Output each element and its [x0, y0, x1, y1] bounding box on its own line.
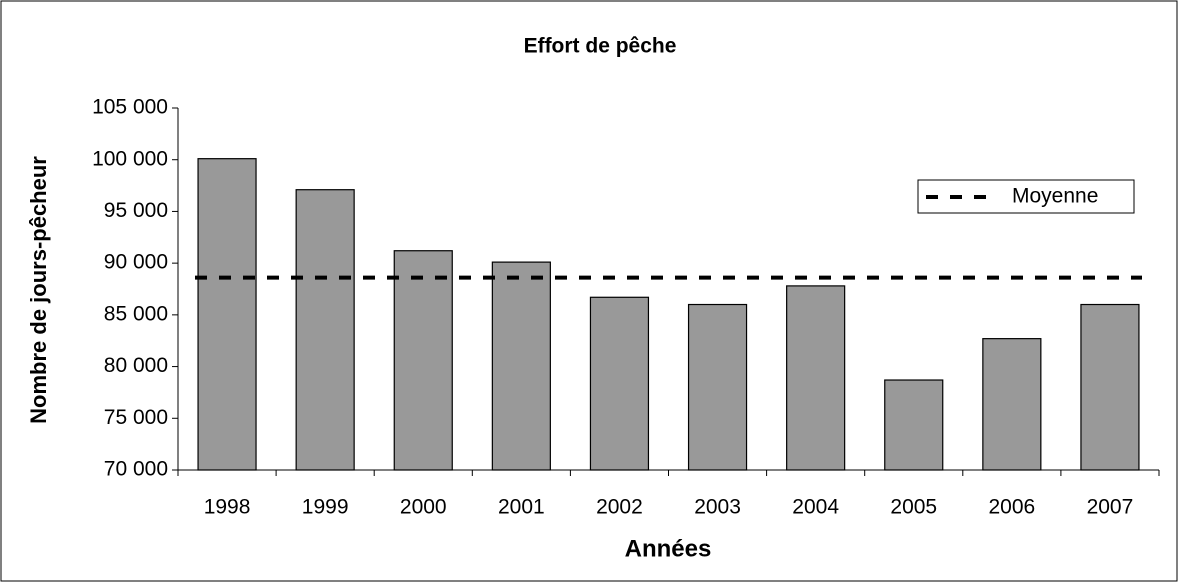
- x-tick-label: 1999: [302, 496, 349, 519]
- y-tick-label: 105 000: [92, 96, 168, 119]
- y-tick-label: 90 000: [104, 251, 168, 274]
- y-tick-label: 95 000: [104, 199, 168, 222]
- x-tick-label: 2001: [498, 496, 545, 519]
- chart-title: Effort de pêche: [524, 35, 677, 58]
- bar: [197, 158, 257, 471]
- y-tick-label: 85 000: [104, 302, 168, 325]
- bar: [786, 285, 846, 471]
- x-tick-label: 2002: [596, 496, 643, 519]
- x-axis-title: Années: [625, 535, 712, 562]
- y-tick-label: 100 000: [92, 147, 168, 170]
- y-tick-label: 70 000: [104, 458, 168, 481]
- x-tick-label: 2005: [890, 496, 937, 519]
- legend-label: Moyenne: [1012, 185, 1098, 208]
- bar: [884, 379, 944, 471]
- y-tick-label: 80 000: [104, 354, 168, 377]
- x-tick-label: 2000: [400, 496, 447, 519]
- y-axis-title: Nombre de jours-pêcheur: [26, 156, 51, 424]
- bar: [687, 303, 748, 471]
- bar: [982, 338, 1042, 471]
- y-tick-label: 75 000: [104, 406, 168, 429]
- bar: [491, 261, 551, 471]
- x-tick-label: 2007: [1087, 496, 1134, 519]
- bar: [393, 250, 453, 471]
- bar: [295, 189, 355, 471]
- x-tick-label: 2006: [988, 496, 1035, 519]
- x-tick-label: 2003: [694, 496, 741, 519]
- bar: [1080, 303, 1140, 471]
- bar: [589, 296, 650, 471]
- x-tick-label: 2004: [792, 496, 839, 519]
- x-tick-label: 1998: [204, 496, 251, 519]
